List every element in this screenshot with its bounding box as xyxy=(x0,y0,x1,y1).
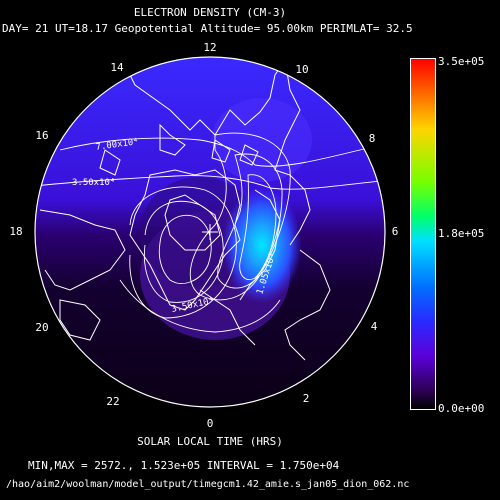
plot-title: ELECTRON DENSITY (CM-3) xyxy=(133,6,287,19)
hour-label-8: 8 xyxy=(368,132,376,145)
pole-marker xyxy=(202,224,218,240)
hour-label-18: 18 xyxy=(9,225,23,238)
hour-label-10: 10 xyxy=(295,63,309,76)
minmax-readout: MIN,MAX = 2572., 1.523e+05 INTERVAL = 1.… xyxy=(28,459,340,472)
plot-subtitle: DAY= 21 UT=18.17 Geopotential Altitude= … xyxy=(2,22,413,35)
coastlines xyxy=(39,57,331,361)
contour-lines xyxy=(35,132,385,333)
hour-label-14: 14 xyxy=(110,61,124,74)
hour-label-12: 12 xyxy=(203,41,217,54)
file-path: /hao/aim2/woolman/model_output/timegcm1.… xyxy=(6,479,410,490)
colorbar xyxy=(410,58,436,410)
map-boundary xyxy=(34,56,386,408)
contour-label: 3.50x10⁴ xyxy=(72,178,115,188)
density-peak xyxy=(222,187,302,303)
hour-label-4: 4 xyxy=(370,320,378,333)
hour-label-6: 6 xyxy=(391,225,399,238)
hour-label-2: 2 xyxy=(302,392,310,405)
x-axis-label: SOLAR LOCAL TIME (HRS) xyxy=(137,435,283,448)
colorbar-min-label: 0.0e+00 xyxy=(438,402,485,415)
hour-label-16: 16 xyxy=(35,129,49,142)
colorbar-max-label: 3.5e+05 xyxy=(438,55,485,68)
colorbar-mid-label: 1.8e+05 xyxy=(438,227,485,240)
hour-label-0: 0 xyxy=(206,417,214,430)
hour-label-22: 22 xyxy=(106,395,120,408)
hour-label-20: 20 xyxy=(35,321,49,334)
